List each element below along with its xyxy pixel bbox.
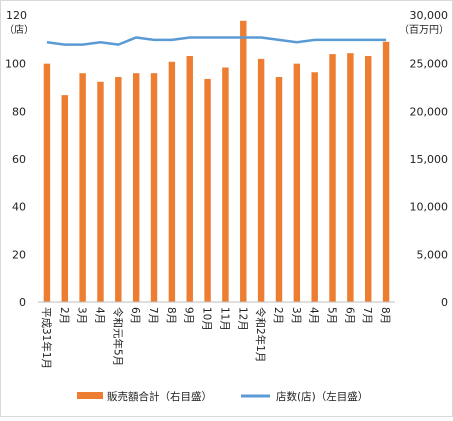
x-tick-label: 4月: [308, 307, 320, 324]
bar: [115, 77, 122, 302]
right-axis-unit: （百万円）: [399, 24, 449, 36]
bar: [311, 72, 318, 302]
left-tick-label: 60: [12, 153, 26, 166]
x-tick-label: 7月: [147, 307, 159, 324]
x-tick-label: 6月: [343, 307, 355, 324]
bar: [347, 53, 354, 303]
x-tick-labels: 平成31年1月 2月 3月 4月 令和元年5月 6月 7月 8月 9月 10月 11月 12月 令和2年…: [40, 307, 391, 369]
bar: [275, 77, 283, 302]
legend: 販売額合計（右目盛） 店数(店)（左目盛）: [77, 390, 368, 403]
bar: [222, 67, 229, 302]
x-tick-label: 3月: [290, 307, 302, 324]
bar: [61, 95, 68, 302]
x-tick-label: 令和元年5月: [111, 307, 124, 366]
x-tick-label: 2月: [58, 307, 70, 324]
bars-group: [43, 20, 390, 303]
left-tick-label: 100: [5, 58, 26, 71]
x-tick-label: 6月: [129, 307, 141, 324]
x-tick-label: 8月: [165, 307, 177, 324]
bar: [168, 61, 176, 303]
bar: [293, 63, 301, 302]
bar: [329, 54, 336, 302]
x-tick-label: 10月: [201, 307, 213, 331]
bar: [150, 73, 158, 302]
bar: [186, 56, 193, 302]
x-tick-label: 2月: [272, 307, 284, 324]
x-tick-label: 4月: [93, 307, 105, 324]
bar: [365, 56, 372, 302]
bar: [382, 41, 390, 303]
left-axis-unit: （店）: [4, 23, 34, 36]
store-count-line: [46, 36, 387, 46]
bar: [97, 81, 104, 302]
x-tick-label: 令和2年1月: [254, 307, 267, 362]
x-tick-label: 3月: [76, 307, 88, 324]
legend-bar-label: 販売額合計（右目盛）: [107, 390, 212, 403]
bar: [240, 20, 247, 303]
x-tick-label: 12月: [236, 307, 248, 331]
right-axis-top-label: 30,000: [410, 9, 449, 22]
legend-bar-swatch: [77, 392, 103, 399]
right-tick-label: 20,000: [410, 105, 449, 118]
bar: [257, 58, 265, 303]
bar: [204, 78, 211, 302]
right-axis: 0 5,000 10,000 15,000 20,000 25,000: [410, 58, 449, 309]
right-tick-label: 0: [441, 296, 448, 309]
right-tick-label: 15,000: [410, 153, 449, 166]
bar: [132, 73, 140, 302]
x-tick-label: 平成31年1月: [40, 307, 53, 369]
left-tick-label: 80: [12, 105, 26, 118]
line-group: [46, 36, 387, 46]
bar: [43, 63, 51, 302]
left-axis-top-label: 120: [6, 9, 27, 22]
right-tick-label: 25,000: [410, 58, 449, 71]
x-tick-label: 8月: [379, 307, 391, 324]
x-tick-label: 7月: [361, 307, 373, 324]
x-tick-label: 9月: [183, 307, 195, 324]
right-tick-label: 5,000: [417, 248, 449, 261]
x-tick-label: 5月: [326, 307, 338, 324]
x-tick-label: 11月: [218, 307, 230, 331]
right-tick-label: 10,000: [410, 201, 449, 214]
left-axis: 0 20 40 60 80 100: [5, 58, 26, 309]
left-tick-label: 20: [12, 248, 26, 261]
left-tick-label: 0: [19, 296, 26, 309]
bar: [79, 73, 86, 302]
legend-line-label: 店数(店)（左目盛）: [276, 390, 368, 403]
left-tick-label: 40: [12, 201, 26, 214]
